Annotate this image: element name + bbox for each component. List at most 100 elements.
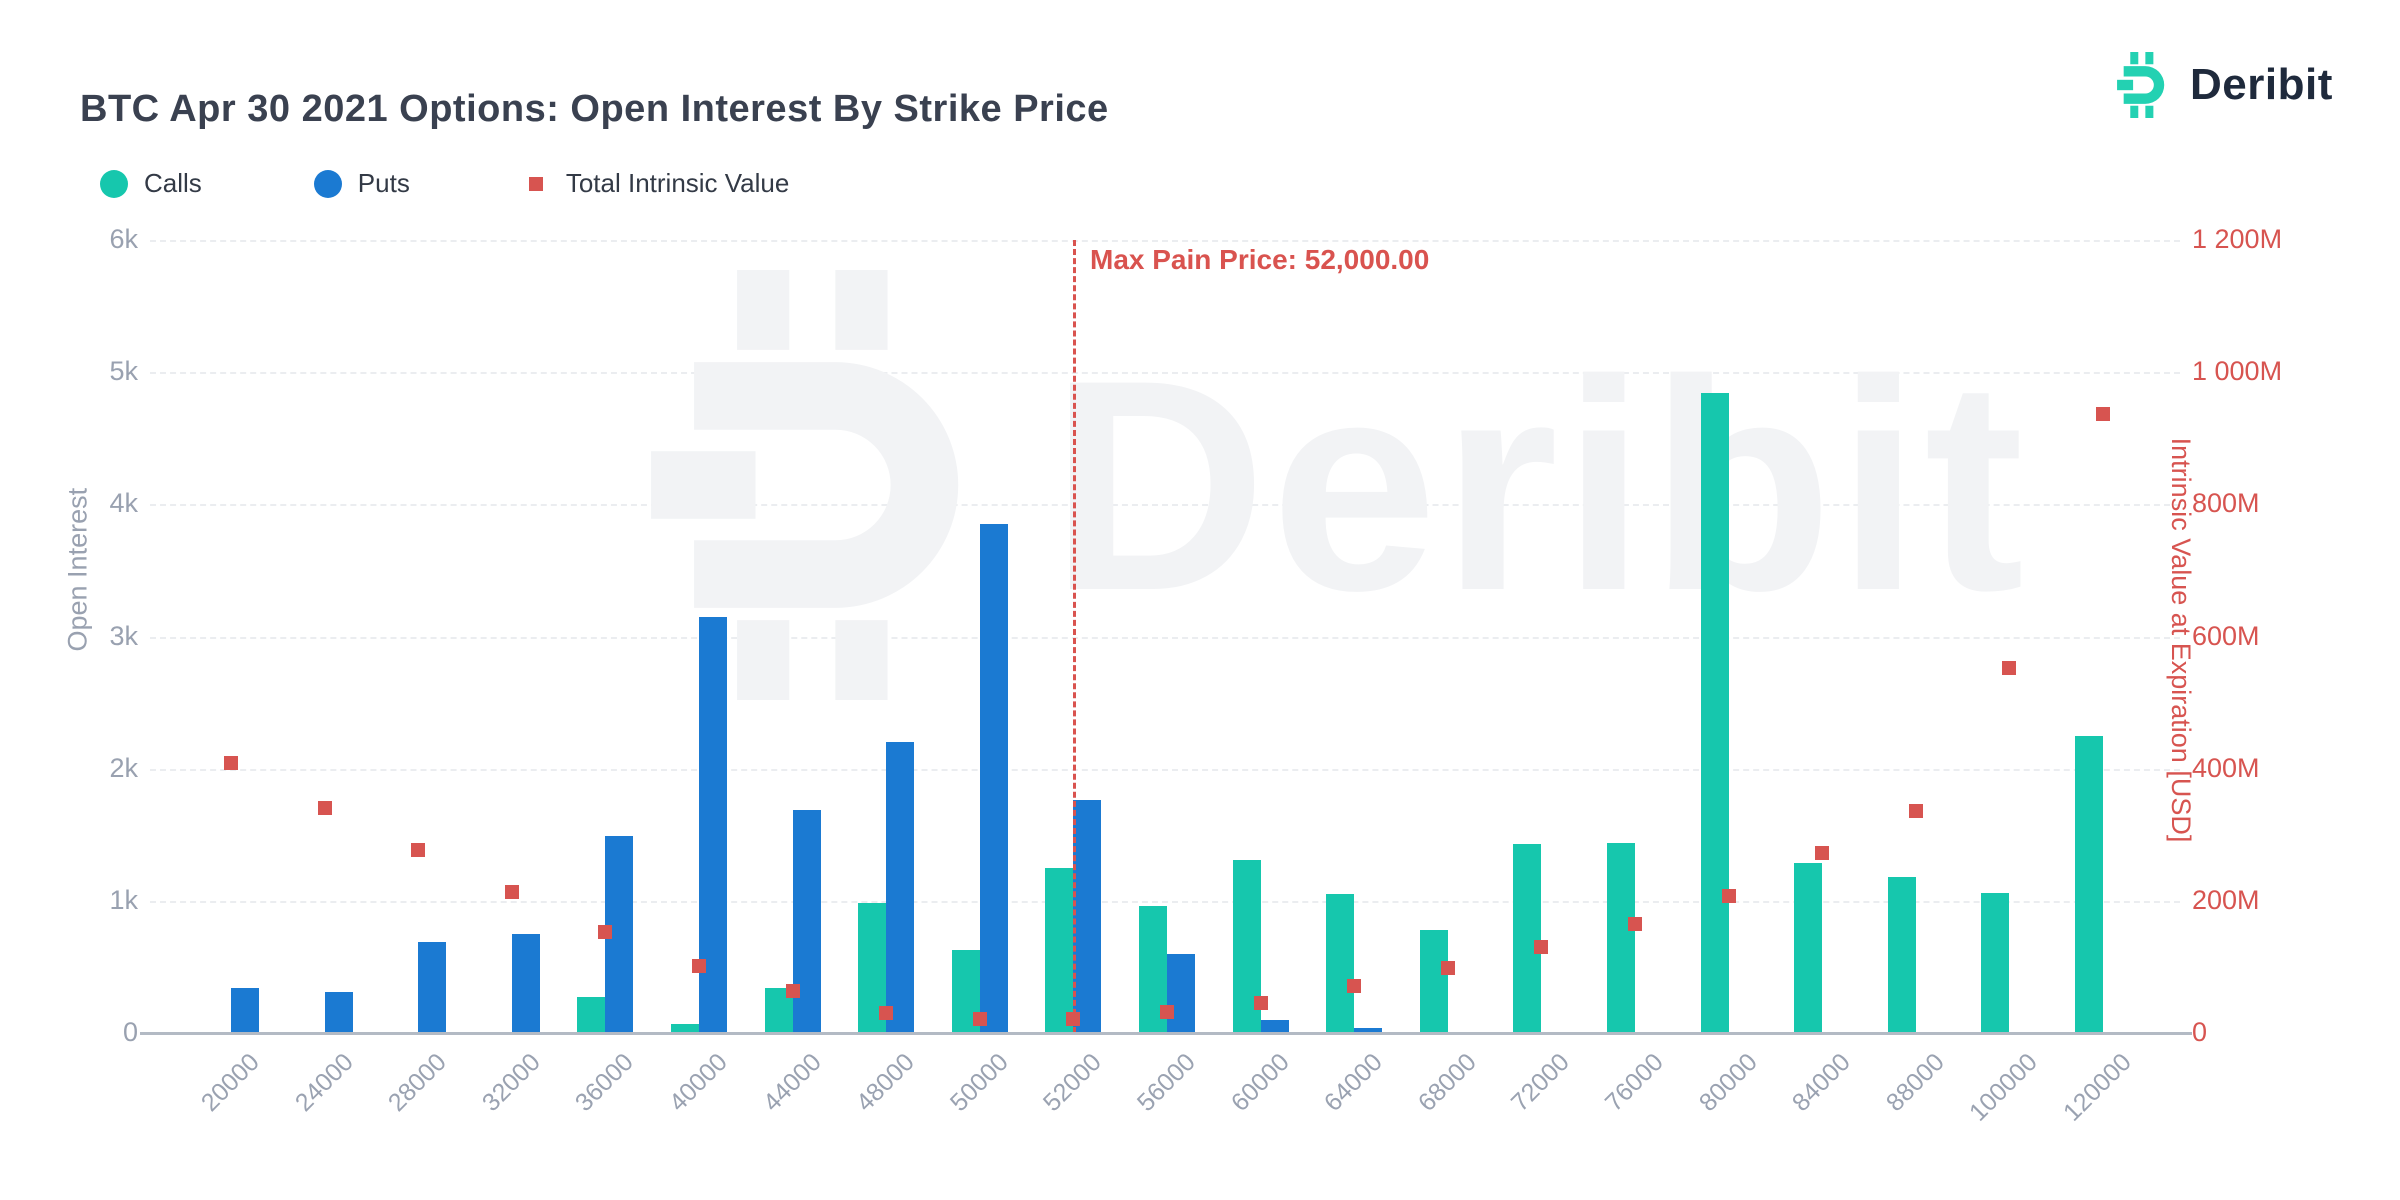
put-bar[interactable] — [511, 933, 540, 1033]
call-bar[interactable] — [577, 997, 606, 1033]
x-axis-line — [140, 1032, 2192, 1035]
put-bar[interactable] — [324, 992, 353, 1033]
intrinsic-swatch-icon — [528, 176, 543, 191]
put-bar[interactable] — [1073, 800, 1102, 1033]
x-axis-tick: 84000 — [1787, 1048, 1856, 1117]
x-axis-tick: 56000 — [1131, 1048, 1201, 1117]
intrinsic-value-marker[interactable] — [411, 842, 426, 857]
call-bar[interactable] — [1607, 842, 1635, 1033]
intrinsic-value-marker[interactable] — [2096, 406, 2110, 421]
x-axis-tick: 100000 — [1964, 1048, 2044, 1127]
right-axis-tick: 600M — [2192, 620, 2260, 651]
x-axis-tick: 44000 — [757, 1048, 827, 1117]
left-axis-tick: 4k — [109, 488, 138, 519]
call-bar[interactable] — [1887, 877, 1916, 1033]
put-bar[interactable] — [979, 524, 1008, 1033]
legend-item-intrinsic[interactable]: Total Intrinsic Value — [522, 168, 790, 199]
put-bar[interactable] — [418, 941, 447, 1033]
gridline — [150, 636, 2180, 639]
left-axis-tick: 3k — [109, 620, 138, 651]
right-axis-tick: 1 200M — [2192, 224, 2283, 254]
put-bar[interactable] — [231, 988, 259, 1033]
intrinsic-value-marker[interactable] — [1534, 940, 1549, 955]
gridline — [150, 900, 2180, 903]
x-axis-tick: 68000 — [1412, 1048, 1482, 1117]
x-axis-tick: 76000 — [1599, 1048, 1669, 1117]
left-axis-tick: 2k — [109, 752, 138, 783]
intrinsic-value-marker[interactable] — [1160, 1004, 1174, 1019]
call-bar[interactable] — [1419, 929, 1448, 1033]
left-axis-tick: 0 — [122, 1017, 138, 1047]
deribit-logo: Deribit — [2112, 52, 2333, 118]
right-axis-tick: 0 — [2192, 1017, 2208, 1047]
intrinsic-value-marker[interactable] — [317, 801, 332, 816]
x-axis-tick: 24000 — [289, 1048, 359, 1117]
x-axis-tick: 120000 — [2058, 1048, 2137, 1127]
legend-item-puts[interactable]: Puts — [313, 168, 410, 199]
x-axis-tick: 52000 — [1038, 1048, 1108, 1117]
left-axis-tick: 6k — [109, 224, 138, 254]
deribit-wordmark: Deribit — [2190, 60, 2333, 109]
intrinsic-value-marker[interactable] — [1628, 916, 1642, 931]
x-axis-tick: 32000 — [476, 1048, 546, 1117]
put-bar[interactable] — [1260, 1019, 1289, 1033]
gridline — [150, 372, 2180, 375]
put-bar[interactable] — [886, 742, 915, 1033]
puts-swatch-icon — [313, 169, 342, 198]
x-axis-tick: 20000 — [195, 1048, 265, 1117]
x-axis-tick: 80000 — [1693, 1048, 1763, 1117]
intrinsic-value-marker[interactable] — [692, 959, 706, 974]
x-axis-tick: 28000 — [383, 1048, 452, 1117]
right-axis-tick: 800M — [2192, 488, 2260, 519]
call-bar[interactable] — [1794, 862, 1823, 1033]
gridline — [150, 768, 2180, 771]
call-bar[interactable] — [1981, 892, 2010, 1033]
calls-swatch-icon — [100, 169, 128, 198]
put-bar[interactable] — [792, 809, 821, 1033]
max-pain-line — [1073, 240, 1077, 1033]
legend-label-calls: Calls — [144, 168, 202, 198]
x-axis-tick: 48000 — [851, 1048, 920, 1117]
max-pain-label: Max Pain Price: 52,000.00 — [1090, 244, 1430, 275]
legend: Calls Puts Total Intrinsic Value — [100, 168, 789, 199]
call-bar[interactable] — [1513, 844, 1542, 1033]
x-axis-tick: 88000 — [1880, 1048, 1950, 1117]
intrinsic-value-marker[interactable] — [972, 1012, 987, 1027]
call-bar[interactable] — [1045, 867, 1074, 1033]
call-bar[interactable] — [1326, 894, 1355, 1033]
left-axis-tick: 5k — [109, 356, 138, 387]
legend-item-calls[interactable]: Calls — [100, 168, 202, 199]
x-axis-tick: 50000 — [944, 1048, 1014, 1117]
bitcoin-deribit-icon — [2117, 52, 2165, 118]
call-bar[interactable] — [2075, 735, 2103, 1033]
left-axis-tick: 1k — [109, 884, 138, 915]
intrinsic-value-marker[interactable] — [504, 884, 519, 899]
intrinsic-value-marker[interactable] — [1908, 803, 1923, 818]
gridline — [150, 504, 2180, 507]
call-bar[interactable] — [1700, 393, 1729, 1033]
intrinsic-value-marker[interactable] — [2002, 661, 2017, 676]
x-axis-tick: 36000 — [570, 1048, 640, 1117]
right-axis-tick: 200M — [2192, 884, 2260, 915]
legend-label-intrinsic: Total Intrinsic Value — [565, 168, 790, 198]
put-bar[interactable] — [1167, 953, 1195, 1033]
page-title: BTC Apr 30 2021 Options: Open Interest B… — [80, 88, 1109, 130]
put-bar[interactable] — [1354, 1027, 1383, 1033]
intrinsic-value-marker[interactable] — [1721, 888, 1736, 903]
intrinsic-value-marker[interactable] — [785, 984, 800, 999]
intrinsic-value-marker[interactable] — [598, 924, 613, 939]
intrinsic-value-marker[interactable] — [1440, 960, 1455, 975]
intrinsic-value-marker[interactable] — [1815, 846, 1830, 861]
right-axis-tick: 1 000M — [2192, 356, 2283, 387]
intrinsic-value-marker[interactable] — [879, 1006, 894, 1021]
intrinsic-value-marker[interactable] — [1253, 995, 1268, 1010]
gridline — [150, 240, 2180, 242]
call-bar[interactable] — [671, 1023, 699, 1033]
intrinsic-value-marker[interactable] — [224, 756, 238, 771]
intrinsic-value-marker[interactable] — [1347, 979, 1362, 994]
right-axis-tick: 400M — [2192, 752, 2260, 783]
chart-plot-area — [140, 240, 2192, 1035]
x-axis-tick: 64000 — [1319, 1048, 1388, 1117]
x-axis-tick: 60000 — [1225, 1048, 1295, 1117]
